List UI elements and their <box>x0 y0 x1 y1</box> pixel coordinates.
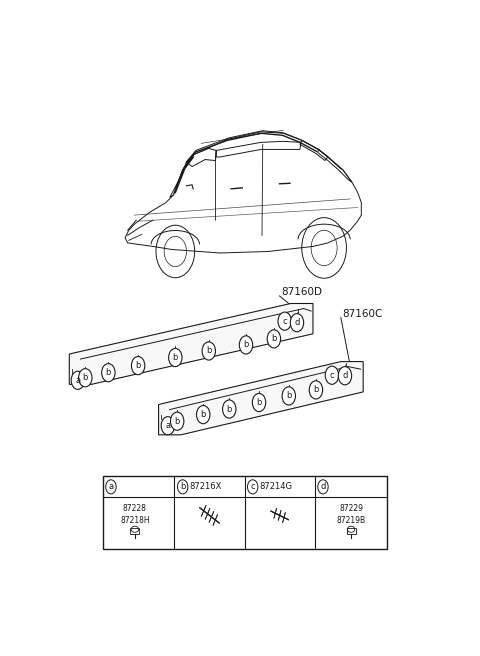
Circle shape <box>196 405 210 424</box>
Text: b: b <box>201 410 206 419</box>
Circle shape <box>318 480 328 494</box>
Circle shape <box>290 314 304 332</box>
Text: b: b <box>135 361 141 370</box>
Text: b: b <box>313 385 319 394</box>
Circle shape <box>79 369 92 387</box>
Circle shape <box>170 412 184 430</box>
Text: 87160C: 87160C <box>343 308 383 319</box>
Circle shape <box>132 357 145 375</box>
Circle shape <box>178 480 188 494</box>
Circle shape <box>309 380 323 399</box>
Text: d: d <box>294 318 300 327</box>
Circle shape <box>325 366 338 384</box>
Text: b: b <box>173 353 178 362</box>
Text: 87216X: 87216X <box>190 482 222 491</box>
Polygon shape <box>69 304 313 384</box>
Circle shape <box>102 363 115 382</box>
Circle shape <box>106 480 116 494</box>
Bar <box>347 528 356 535</box>
Circle shape <box>223 400 236 418</box>
Text: b: b <box>106 368 111 377</box>
Text: d: d <box>320 482 325 491</box>
Circle shape <box>202 342 216 360</box>
Circle shape <box>248 480 258 494</box>
Circle shape <box>240 336 252 354</box>
Text: b: b <box>271 335 276 343</box>
Circle shape <box>161 417 175 435</box>
Text: c: c <box>330 371 334 380</box>
Text: b: b <box>243 340 249 350</box>
Text: c: c <box>282 317 287 325</box>
Text: c: c <box>251 482 255 491</box>
Text: b: b <box>83 373 88 382</box>
Polygon shape <box>158 361 363 435</box>
Circle shape <box>282 387 296 405</box>
Circle shape <box>267 330 281 348</box>
Text: 87160D: 87160D <box>281 287 323 297</box>
Text: 87214G: 87214G <box>259 482 292 491</box>
Text: d: d <box>342 371 348 380</box>
Circle shape <box>71 371 84 390</box>
Text: a: a <box>165 421 170 430</box>
Circle shape <box>168 348 182 367</box>
Bar <box>103 476 387 550</box>
Text: b: b <box>256 398 262 407</box>
Text: 87228
87218H: 87228 87218H <box>120 504 150 525</box>
Text: 87229
87219B: 87229 87219B <box>336 504 366 525</box>
Circle shape <box>252 394 266 411</box>
Text: b: b <box>180 482 185 491</box>
Text: a: a <box>108 482 114 491</box>
Circle shape <box>338 367 352 385</box>
Bar <box>131 528 139 535</box>
Circle shape <box>278 312 291 330</box>
Text: b: b <box>227 405 232 413</box>
Text: b: b <box>286 392 291 400</box>
Text: a: a <box>75 376 81 385</box>
Text: b: b <box>206 346 212 356</box>
Text: b: b <box>175 417 180 426</box>
